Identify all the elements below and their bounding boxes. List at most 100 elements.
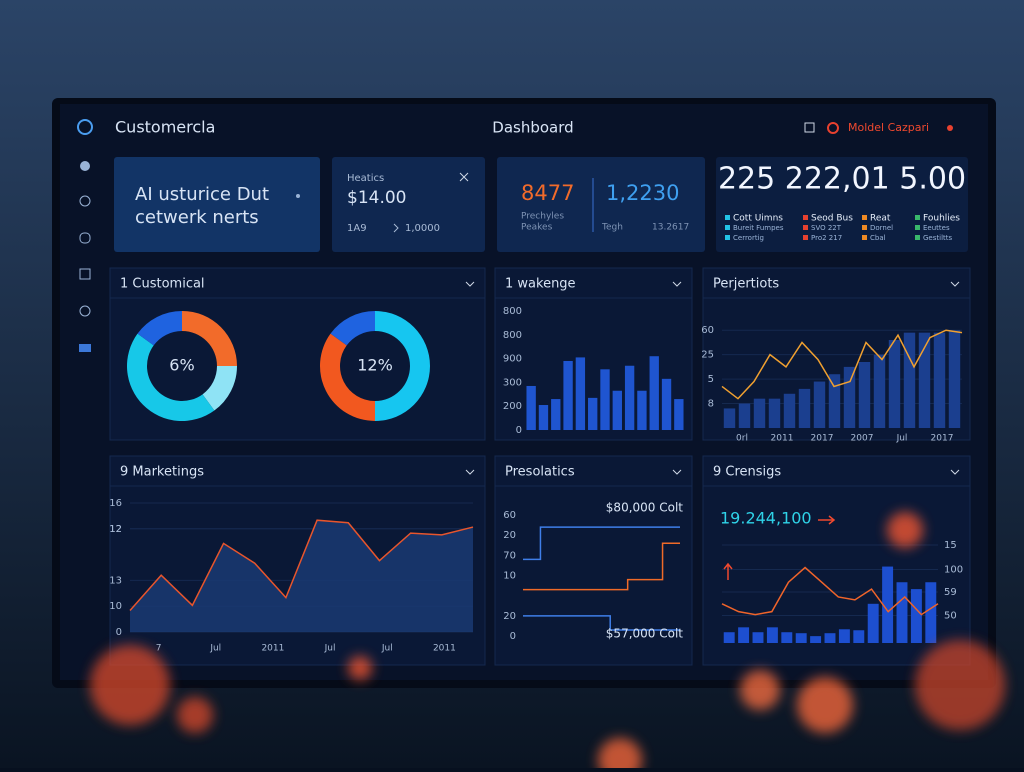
dropdown[interactable] <box>465 469 475 475</box>
sparkle <box>296 194 300 198</box>
bar <box>781 632 793 643</box>
donut-segment <box>202 366 237 411</box>
bar <box>649 356 659 430</box>
page-title: Dashboard <box>492 119 573 137</box>
y-tick-label: 800 <box>503 306 522 317</box>
x-tick-label: 2007 <box>851 434 874 444</box>
area <box>130 520 473 632</box>
bar <box>783 393 796 428</box>
legend-swatch <box>725 225 730 230</box>
panel-title: 1 wakenge <box>505 277 576 292</box>
y-tick-label: 5 <box>708 374 714 385</box>
y-tick-label: 10 <box>503 571 516 582</box>
panel-title: 9 Marketings <box>120 465 204 480</box>
dropdown[interactable] <box>672 281 682 287</box>
card-label: Tegh <box>601 223 623 233</box>
panel-title: Presolatics <box>505 465 575 480</box>
x-tick-label: Jul <box>381 644 393 654</box>
y-tick-label: 15 <box>944 540 957 551</box>
bar <box>661 378 672 430</box>
bar <box>551 399 561 430</box>
legend-item: Gestiltts <box>923 234 953 242</box>
legend-swatch <box>915 225 920 230</box>
icon[interactable] <box>79 344 91 352</box>
bar <box>612 390 622 430</box>
y-tick-label: 60 <box>701 325 714 336</box>
card-label: Peakes <box>521 223 553 233</box>
legend-swatch <box>915 235 920 240</box>
status-dot <box>947 125 953 131</box>
bar <box>948 330 961 428</box>
card-text: AI usturice Dut <box>135 184 269 205</box>
bar <box>933 332 946 428</box>
bar <box>896 582 908 643</box>
card-value: 1,2230 <box>606 181 679 205</box>
legend-swatch <box>725 235 730 240</box>
card <box>114 157 320 252</box>
x-tick-label: 7 <box>156 644 162 654</box>
icon[interactable] <box>79 305 91 317</box>
y-tick-label: 70 <box>503 550 516 561</box>
dropdown[interactable] <box>672 469 682 475</box>
x-tick-label: 0rl <box>736 434 748 444</box>
legend-swatch <box>725 215 730 220</box>
panel-title: Perjertiots <box>713 277 779 292</box>
card-text: cetwerk nerts <box>135 207 259 228</box>
bar <box>918 332 931 428</box>
annotation: $57,000 Colt <box>606 627 683 641</box>
y-tick-label: 100 <box>944 565 963 576</box>
step-line <box>523 526 680 561</box>
dropdown[interactable] <box>950 469 960 475</box>
legend-item: Reat <box>870 214 891 224</box>
icon[interactable] <box>80 161 90 171</box>
bar <box>795 633 807 643</box>
legend-item: Bureit Fumpes <box>733 224 784 232</box>
icon[interactable] <box>79 195 91 207</box>
logo <box>77 119 93 135</box>
bokeh-light <box>348 656 372 680</box>
donut-label: 12% <box>357 356 393 375</box>
donut-label: 6% <box>169 356 194 375</box>
content: Customercla Dashboard Moldel Cazpari AI ust… <box>109 118 971 666</box>
close-icon[interactable] <box>459 172 469 182</box>
donut-segment <box>126 333 215 422</box>
arrow <box>723 562 733 580</box>
chevron <box>393 223 399 233</box>
bar <box>723 408 736 428</box>
bokeh-light <box>915 640 1005 730</box>
line <box>721 566 939 616</box>
card-label: Prechyles <box>521 212 564 222</box>
bar <box>873 354 886 428</box>
dropdown[interactable] <box>950 281 960 287</box>
dropdown[interactable] <box>465 281 475 287</box>
legend-swatch <box>862 225 867 230</box>
bar <box>853 630 865 643</box>
y-tick-label: 60 <box>503 510 516 521</box>
legend-swatch <box>915 215 920 220</box>
bar <box>798 388 811 428</box>
donut-segment <box>182 311 237 366</box>
bokeh-light <box>887 512 923 548</box>
bokeh-light <box>797 677 853 733</box>
bar <box>843 366 856 428</box>
grid-icon[interactable] <box>804 122 815 133</box>
bar <box>538 405 549 430</box>
bokeh <box>90 512 1005 772</box>
y-tick-label: 900 <box>503 354 522 365</box>
icon[interactable] <box>79 268 91 280</box>
bar <box>838 629 850 643</box>
legend-swatch <box>862 215 867 220</box>
annotation: $80,000 Colt <box>606 501 683 515</box>
account-name: Moldel Cazpari <box>848 121 929 134</box>
card <box>497 157 705 252</box>
legend-item: Eeuttes <box>923 224 950 232</box>
account-icon[interactable] <box>827 122 839 134</box>
step-line <box>523 615 680 631</box>
icon[interactable] <box>79 232 91 244</box>
bar <box>766 627 778 643</box>
y-tick-label: 0 <box>116 627 122 638</box>
y-tick-label: 13 <box>109 575 122 586</box>
bar <box>738 627 750 643</box>
card-note: 13.2617 <box>652 223 689 233</box>
card-foot: 1A9 <box>347 223 367 234</box>
